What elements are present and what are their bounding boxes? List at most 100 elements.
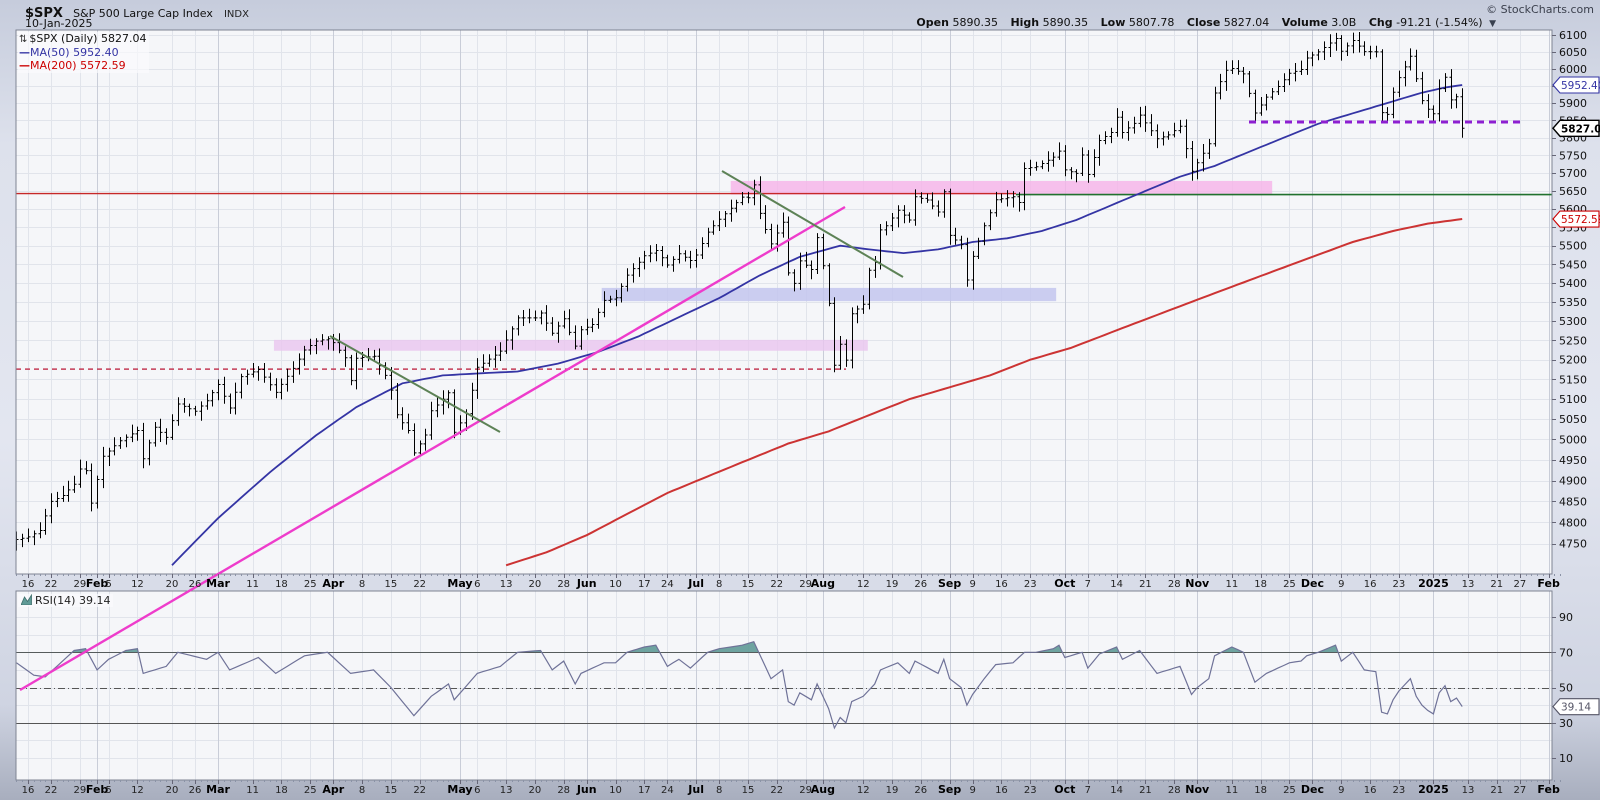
date-tick-label: 10 <box>609 785 622 796</box>
date-tick-label: 9 <box>1338 579 1344 590</box>
date-tick-label: 27 <box>1513 785 1526 796</box>
ma50-price-callout-text: 5952.40 <box>1561 80 1600 92</box>
price-tick-label: 5650 <box>1559 185 1587 198</box>
ma200-price-callout-text: 5572.59 <box>1561 214 1600 226</box>
chg-value: -91.21 (-1.54%) <box>1396 16 1483 29</box>
date-tick-label: 16 <box>995 785 1008 796</box>
date-tick-label: 17 <box>638 785 651 796</box>
date-tick-label: 23 <box>1393 579 1406 590</box>
date-tick-label: 13 <box>500 785 513 796</box>
support-zone-5250 <box>273 339 868 351</box>
date-tick-label: 9 <box>1338 785 1344 796</box>
date-tick-label: Jun <box>576 783 597 796</box>
date-tick-label: 5 <box>105 785 111 796</box>
legend-ma50: MA(50) 5952.40 <box>30 46 119 59</box>
date-tick-label: 13 <box>1462 579 1475 590</box>
date-tick-label: 23 <box>1393 785 1406 796</box>
price-tick-label: 5700 <box>1559 167 1587 180</box>
rsi-line <box>16 640 1463 730</box>
price-tick-label: 4850 <box>1559 495 1587 508</box>
date-tick-label: 28 <box>1168 785 1181 796</box>
date-tick-label: 10 <box>609 579 622 590</box>
axis-tick-marks <box>1552 35 1556 759</box>
rsi-legend-title: RSI(14) 39.14 <box>35 594 111 607</box>
date-tick-label: 26 <box>189 579 202 590</box>
date-tick-label: Feb <box>1537 783 1560 796</box>
date-tick-label: 16 <box>22 579 35 590</box>
minor-date-ticks <box>16 574 1561 782</box>
price-tick-label: 4800 <box>1559 516 1587 529</box>
rsi-value-callout <box>1552 698 1600 716</box>
date-tick-label: Feb <box>86 577 109 590</box>
date-tick-label: 26 <box>914 785 927 796</box>
ma50-swatch-icon: — <box>19 46 30 59</box>
date-tick-label: 25 <box>1283 579 1296 590</box>
price-tick-label: 5250 <box>1559 334 1587 347</box>
date-tick-label: Aug <box>811 577 835 590</box>
date-tick-label: 16 <box>1364 785 1377 796</box>
date-tick-label: 23 <box>1024 785 1037 796</box>
ma200-swatch-icon: — <box>19 59 30 72</box>
date-tick-label: 14 <box>1110 579 1123 590</box>
last-price-callout <box>1552 119 1600 137</box>
date-tick-label: 19 <box>886 785 899 796</box>
date-tick-label: Apr <box>322 577 344 590</box>
date-tick-label: 8 <box>359 579 365 590</box>
date-tick-label: 22 <box>413 785 426 796</box>
legend-title: $SPX (Daily) 5827.04 <box>29 32 147 45</box>
date-tick-label: 12 <box>131 579 144 590</box>
date-tick-label: 20 <box>529 785 542 796</box>
volume-label: Volume <box>1281 16 1328 29</box>
open-value: 5890.35 <box>952 16 998 29</box>
area-chart-icon <box>20 593 32 606</box>
ma200-price-callout <box>1552 210 1600 228</box>
price-tick-label: 4900 <box>1559 475 1587 488</box>
high-value: 5890.35 <box>1042 16 1089 29</box>
chevron-down-icon[interactable]: ▼ <box>1489 19 1496 29</box>
date-tick-label: 20 <box>529 579 542 590</box>
ma50-price-callout <box>1552 76 1600 94</box>
rsi-panel-bg <box>16 591 1552 780</box>
date-tick-label: 25 <box>304 579 317 590</box>
date-tick-label: 7 <box>1085 579 1091 590</box>
date-tick-label: 26 <box>189 785 202 796</box>
date-tick-label: 8 <box>359 785 365 796</box>
date-tick-label: 22 <box>413 579 426 590</box>
date-tick-label: 21 <box>1490 785 1503 796</box>
price-tick-label: 5000 <box>1559 433 1587 446</box>
date-tick-label: 22 <box>45 785 58 796</box>
date-tick-label: 16 <box>995 579 1008 590</box>
date-tick-label: 21 <box>1490 579 1503 590</box>
date-tick-label: 12 <box>857 785 870 796</box>
last-price-callout-text: 5827.04 <box>1561 123 1600 135</box>
price-tick-label: 5050 <box>1559 413 1587 426</box>
date-tick-label: Oct <box>1054 783 1075 796</box>
price-tick-label: 6050 <box>1559 46 1587 59</box>
copyright: © StockCharts.com <box>1486 3 1594 16</box>
date-tick-label: 9 <box>969 579 975 590</box>
date-tick-label: 6 <box>474 785 480 796</box>
date-tick-label: May <box>447 783 472 796</box>
price-tick-label: 5900 <box>1559 97 1587 110</box>
date-tick-label: 18 <box>1254 579 1267 590</box>
ma200-line <box>505 218 1463 567</box>
rsi-tick-label: 90 <box>1559 611 1573 624</box>
price-tick-label: 6100 <box>1559 29 1587 42</box>
rsi-tick-label: 10 <box>1559 752 1573 765</box>
date-tick-label: Mar <box>206 783 230 796</box>
chart-legend: ⇅ $SPX (Daily) 5827.04 —MA(50) 5952.40 —M… <box>18 32 150 73</box>
date-tick-label: Feb <box>86 783 109 796</box>
date-tick-label: Dec <box>1301 577 1324 590</box>
weekly-gridlines <box>28 30 1521 780</box>
volume-value: 3.0B <box>1331 16 1357 29</box>
chg-label: Chg <box>1368 16 1393 29</box>
date-tick-label: 20 <box>166 579 179 590</box>
rsi-tick-label: 50 <box>1559 682 1573 695</box>
date-tick-label: Sep <box>938 783 961 796</box>
date-tick-label: 29 <box>73 579 86 590</box>
rsi-overbought-fill <box>16 641 1463 653</box>
date-tick-label: 2025 <box>1418 577 1449 590</box>
date-tick-label: 18 <box>275 579 288 590</box>
date-tick-label: 14 <box>1110 785 1123 796</box>
